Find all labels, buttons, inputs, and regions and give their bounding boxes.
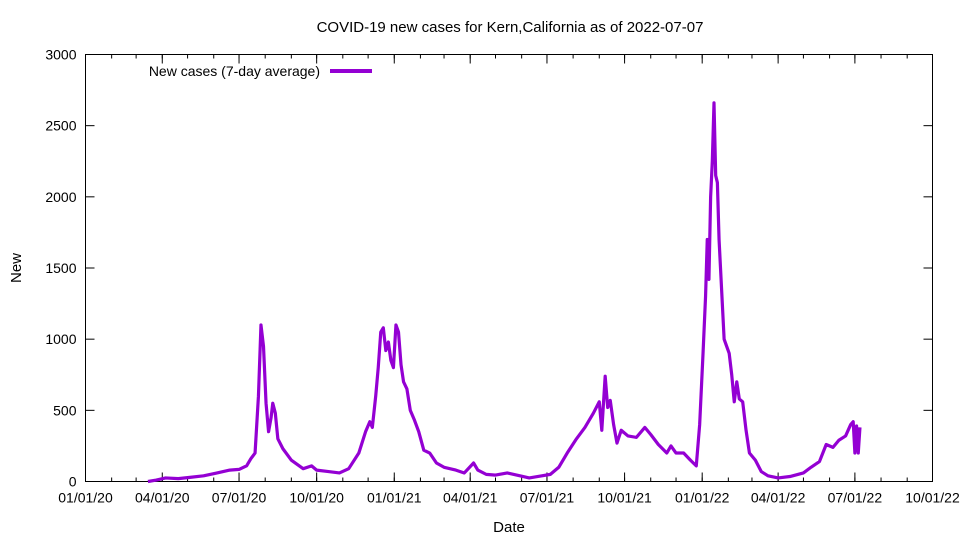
y-tick-label: 2000 bbox=[45, 189, 76, 205]
y-tick-label: 2500 bbox=[45, 118, 76, 134]
x-tick-label: 10/01/22 bbox=[905, 490, 960, 506]
plot-frame bbox=[85, 54, 933, 482]
x-tick-label: 07/01/21 bbox=[520, 490, 575, 506]
x-axis-label: Date bbox=[493, 519, 525, 536]
x-tick-label: 10/01/20 bbox=[289, 490, 344, 506]
x-tick-label: 04/01/21 bbox=[443, 490, 498, 506]
x-tick-label: 07/01/20 bbox=[212, 490, 267, 506]
x-tick-label: 04/01/22 bbox=[751, 490, 806, 506]
x-tick-label: 07/01/22 bbox=[828, 490, 883, 506]
x-tick-label: 01/01/21 bbox=[367, 490, 422, 506]
x-tick-label: 01/01/20 bbox=[58, 490, 113, 506]
y-tick-label: 500 bbox=[53, 402, 77, 418]
y-tick-label: 1000 bbox=[45, 331, 76, 347]
series-line bbox=[147, 101, 862, 484]
legend: New cases (7-day average) bbox=[149, 63, 372, 79]
x-axis: 01/01/20 04/01/20 07/01/20 10/01/20 01/01/21… bbox=[58, 54, 960, 506]
y-axis-label: New bbox=[8, 253, 25, 283]
x-tick-label: 01/01/22 bbox=[675, 490, 730, 506]
x-tick-label: 04/01/20 bbox=[135, 490, 190, 506]
y-tick-label: 3000 bbox=[45, 47, 76, 63]
chart-title: COVID-19 new cases for Kern,California a… bbox=[317, 19, 704, 36]
y-tick-label: 1500 bbox=[45, 260, 76, 276]
x-tick-label: 10/01/21 bbox=[597, 490, 652, 506]
series-group bbox=[147, 101, 862, 484]
y-tick-label: 0 bbox=[69, 474, 77, 490]
y-axis: 0 500 1000 1500 2000 2500 3000 bbox=[45, 47, 933, 490]
legend-label: New cases (7-day average) bbox=[149, 63, 320, 79]
